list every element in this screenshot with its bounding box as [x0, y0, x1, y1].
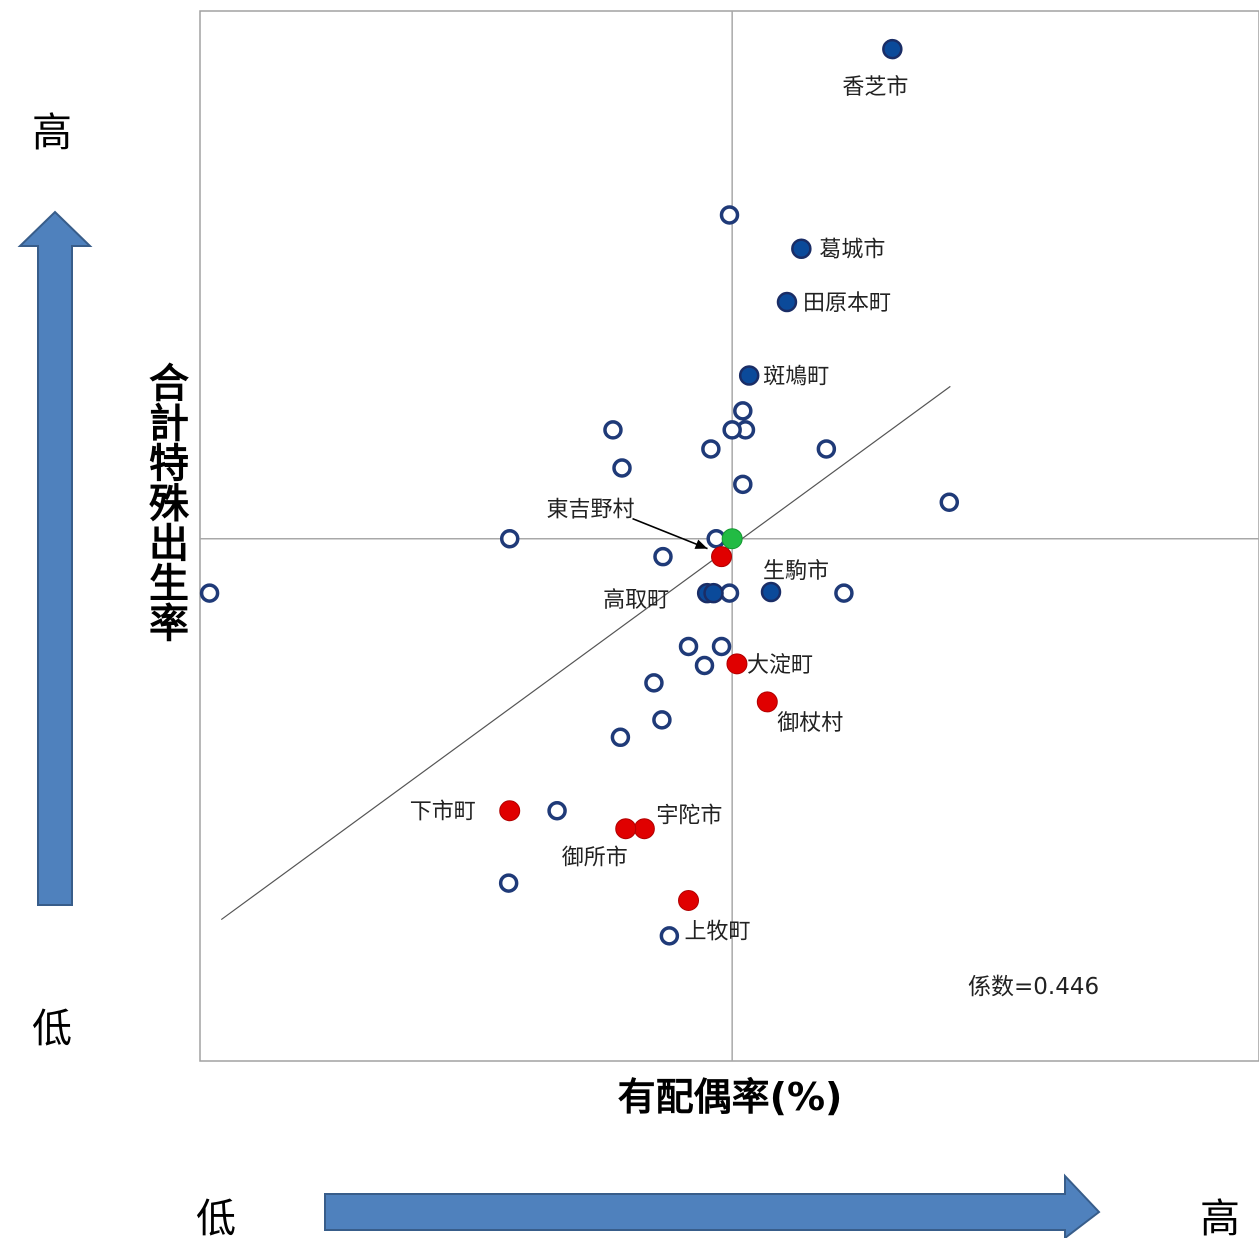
- y-axis-title: 合計特殊出生率: [142, 362, 188, 642]
- red-filled-point: [633, 818, 655, 840]
- label-pointer-arrowhead: [694, 539, 708, 549]
- point-label: 生駒市: [763, 559, 829, 584]
- blue-filled-point: [760, 581, 782, 603]
- trend-line: [220, 385, 951, 921]
- blue-filled-point: [791, 238, 812, 259]
- open-point: [652, 710, 672, 730]
- point-label: 田原本町: [803, 291, 891, 316]
- open-point: [719, 205, 740, 225]
- open-point: [499, 528, 520, 549]
- point-label: 宇陀市: [656, 804, 722, 829]
- point-label: 大淀町: [747, 653, 813, 678]
- y-axis-high-label: 高: [32, 110, 72, 156]
- y-axis-low-label: 低: [32, 1006, 72, 1052]
- coefficient-annotation: 係数=0.446: [968, 974, 1099, 1000]
- x-axis-high-label: 高: [1200, 1196, 1240, 1242]
- open-point: [834, 583, 854, 603]
- point-label: 御所市: [562, 846, 628, 871]
- red-filled-point: [756, 691, 778, 713]
- open-point: [199, 583, 220, 603]
- open-point: [711, 636, 732, 657]
- open-point: [694, 655, 715, 676]
- open-point: [733, 474, 753, 495]
- point-label: 香芝市: [842, 75, 908, 100]
- open-point: [816, 439, 837, 459]
- red-filled-point: [726, 653, 748, 675]
- point-label: 斑鳩町: [763, 365, 829, 390]
- open-point: [610, 727, 631, 748]
- open-point: [678, 636, 699, 657]
- x-axis-title: 有配偶率(%): [617, 1075, 843, 1119]
- red-filled-point: [711, 546, 733, 568]
- red-filled-point: [678, 890, 700, 912]
- open-point: [612, 458, 632, 478]
- label-pointer-line: [632, 517, 708, 550]
- point-label: 高取町: [603, 588, 669, 613]
- blue-filled-point: [776, 291, 798, 313]
- open-point: [722, 420, 742, 440]
- point-label: 下市町: [410, 800, 476, 825]
- x-direction-arrow: [324, 1173, 1101, 1238]
- open-point: [733, 401, 753, 421]
- point-label: 東吉野村: [547, 498, 635, 523]
- x-axis-low-label: 低: [196, 1196, 236, 1242]
- open-point: [659, 926, 680, 946]
- plot-area: [199, 10, 1259, 1062]
- open-point: [653, 546, 673, 567]
- open-point: [498, 873, 519, 893]
- open-point: [939, 492, 960, 513]
- point-label: 上牧町: [685, 920, 751, 945]
- red-filled-point: [499, 800, 521, 822]
- open-point: [701, 439, 721, 459]
- y-direction-arrow: [17, 210, 93, 906]
- green-filled-point: [721, 528, 743, 550]
- blue-filled-point: [738, 365, 760, 386]
- open-point: [644, 673, 664, 693]
- point-label: 御杖村: [777, 711, 843, 736]
- open-point: [603, 420, 623, 440]
- open-point: [547, 800, 567, 821]
- open-point: [719, 583, 740, 603]
- blue-filled-point: [882, 38, 903, 60]
- blue-filled-point: [703, 582, 724, 604]
- red-filled-point: [615, 818, 637, 840]
- point-label: 葛城市: [819, 238, 885, 263]
